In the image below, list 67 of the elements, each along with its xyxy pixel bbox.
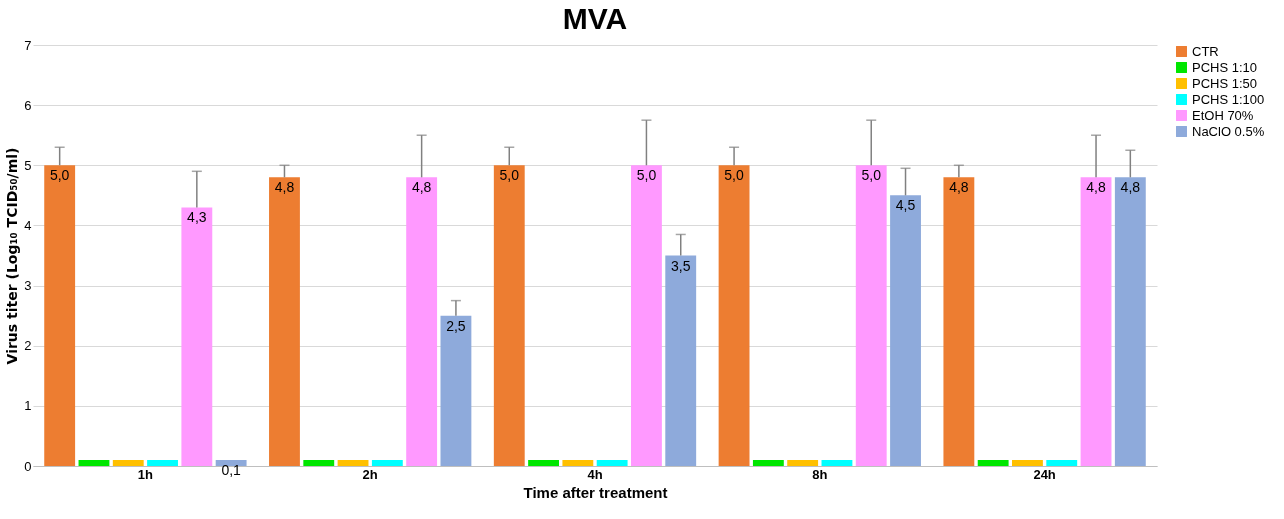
bar xyxy=(44,165,76,466)
bar xyxy=(562,459,594,466)
bar xyxy=(855,165,887,466)
bar xyxy=(1114,177,1146,466)
bar xyxy=(528,459,559,466)
data-label: 5,0 xyxy=(49,167,70,184)
x-tick-label: 8h xyxy=(812,466,828,482)
bar xyxy=(493,165,525,466)
bar xyxy=(337,459,369,466)
data-label: 4,8 xyxy=(411,179,432,196)
bar xyxy=(371,459,403,466)
data-label: 0,1 xyxy=(221,461,242,478)
bar xyxy=(1080,177,1112,466)
bar xyxy=(406,177,438,466)
bar xyxy=(1012,459,1043,466)
data-label: 4,8 xyxy=(1120,179,1141,196)
bar xyxy=(1046,459,1078,466)
legend-label: EtOH 70% xyxy=(1192,107,1254,123)
data-label: 5,0 xyxy=(724,167,745,184)
y-tick-label: 1 xyxy=(24,398,32,414)
legend-label: CTR xyxy=(1192,43,1219,59)
bar xyxy=(303,459,335,466)
bar xyxy=(787,459,819,466)
x-tick-label: 24h xyxy=(1033,466,1056,482)
y-tick-label: 2 xyxy=(24,338,32,354)
bar xyxy=(147,459,178,466)
data-label: 3,5 xyxy=(670,257,691,274)
data-label: 5,0 xyxy=(861,167,882,184)
y-tick-label: 4 xyxy=(24,217,32,233)
bar xyxy=(631,165,662,466)
data-label: 4,3 xyxy=(187,209,207,226)
x-tick-label: 4h xyxy=(587,466,603,482)
y-axis-title: Virus titer (Log₁₀ TCID₅₀/ml) xyxy=(4,147,21,365)
y-tick-label: 3 xyxy=(24,278,32,294)
bar xyxy=(78,459,110,466)
data-label: 2,5 xyxy=(446,317,466,334)
bar xyxy=(269,177,300,466)
bar xyxy=(215,459,247,466)
data-label: 5,0 xyxy=(499,167,520,184)
bar xyxy=(440,315,472,466)
bar xyxy=(718,165,750,466)
bar xyxy=(665,255,697,466)
bar xyxy=(181,207,213,466)
legend-label: PCHS 1:10 xyxy=(1192,59,1258,75)
x-tick-label: 1h xyxy=(137,466,154,482)
legend-label: PCHS 1:50 xyxy=(1192,75,1258,91)
data-label: 4,8 xyxy=(274,179,295,196)
bar xyxy=(890,195,921,466)
bar xyxy=(977,459,1009,466)
legend-label: PCHS 1:100 xyxy=(1192,91,1265,107)
data-label: 5,0 xyxy=(636,167,657,184)
y-tick-label: 7 xyxy=(24,37,32,53)
x-axis-title: Time after treatment xyxy=(523,483,668,501)
y-tick-label: 6 xyxy=(24,97,32,113)
legend-label: NaClO 0.5% xyxy=(1192,123,1265,139)
data-label: 4,8 xyxy=(949,179,969,196)
data-label: 4,8 xyxy=(1086,179,1106,196)
bar xyxy=(596,459,628,466)
data-label: 4,5 xyxy=(895,197,916,214)
x-tick-label: 2h xyxy=(362,466,378,482)
chart-title: MVA xyxy=(562,2,628,35)
y-tick-label: 0 xyxy=(24,458,32,474)
bar xyxy=(752,459,784,466)
bar xyxy=(943,177,975,466)
bar xyxy=(821,459,853,466)
y-tick-label: 5 xyxy=(24,157,32,173)
bar xyxy=(112,459,144,466)
